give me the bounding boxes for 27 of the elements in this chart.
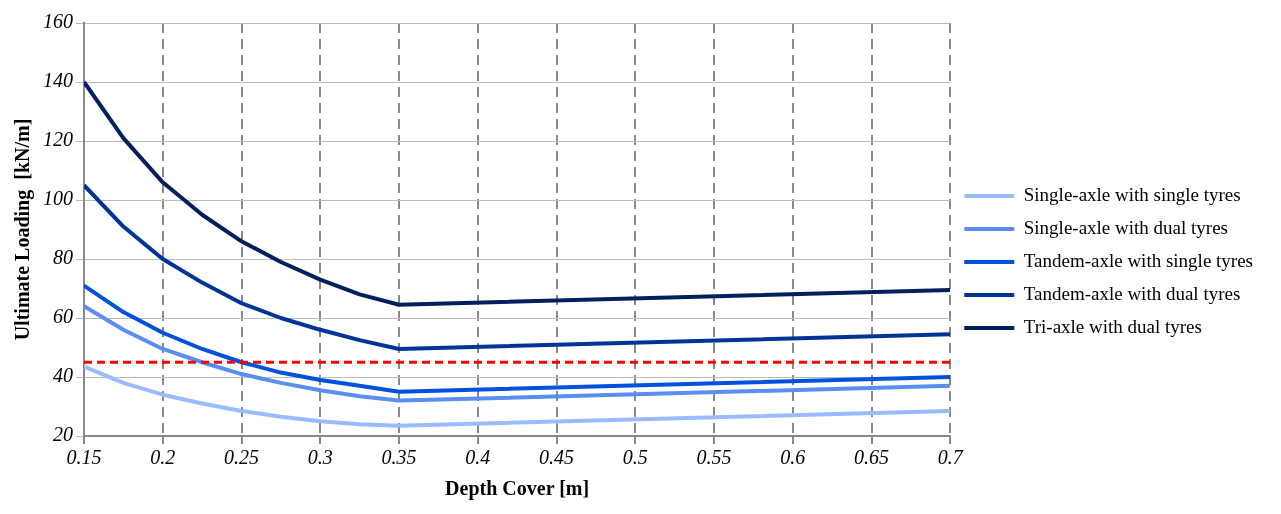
x-tick-label: 0.7 (937, 446, 964, 469)
x-tick-label: 0.65 (854, 446, 890, 469)
y-tick-label: 40 (53, 364, 73, 387)
x-tick-label: 0.15 (66, 446, 102, 469)
x-tick-label: 0.3 (307, 446, 333, 469)
legend-label: Single-axle with single tyres (1023, 183, 1241, 205)
y-tick-label: 160 (43, 10, 73, 33)
x-tick-label: 0.25 (224, 446, 259, 469)
x-tick-label: 0.6 (780, 446, 806, 469)
legend-label: Tri-axle with dual tyres (1023, 315, 1202, 337)
y-tick-label: 120 (43, 128, 73, 151)
x-tick-label: 0.45 (539, 446, 574, 469)
y-tick-label: 80 (53, 246, 73, 269)
y-tick-label: 100 (43, 187, 73, 210)
legend-label: Tandem-axle with single tyres (1023, 249, 1254, 271)
y-axis-title: Ultimate Loading [kN/m] (11, 118, 35, 341)
x-tick-label: 0.2 (150, 446, 176, 469)
legend-label: Single-axle with dual tyres (1023, 216, 1228, 238)
y-tick-label: 60 (53, 305, 73, 328)
x-tick-label: 0.5 (622, 446, 648, 469)
x-tick-label: 0.55 (696, 446, 732, 469)
legend-label: Tandem-axle with dual tyres (1023, 282, 1241, 304)
y-tick-label: 20 (53, 423, 73, 446)
y-tick-label: 140 (43, 69, 73, 92)
x-tick-label: 0.35 (381, 446, 417, 469)
x-axis-title: Depth Cover [m] (445, 477, 590, 501)
x-tick-label: 0.4 (465, 446, 491, 469)
